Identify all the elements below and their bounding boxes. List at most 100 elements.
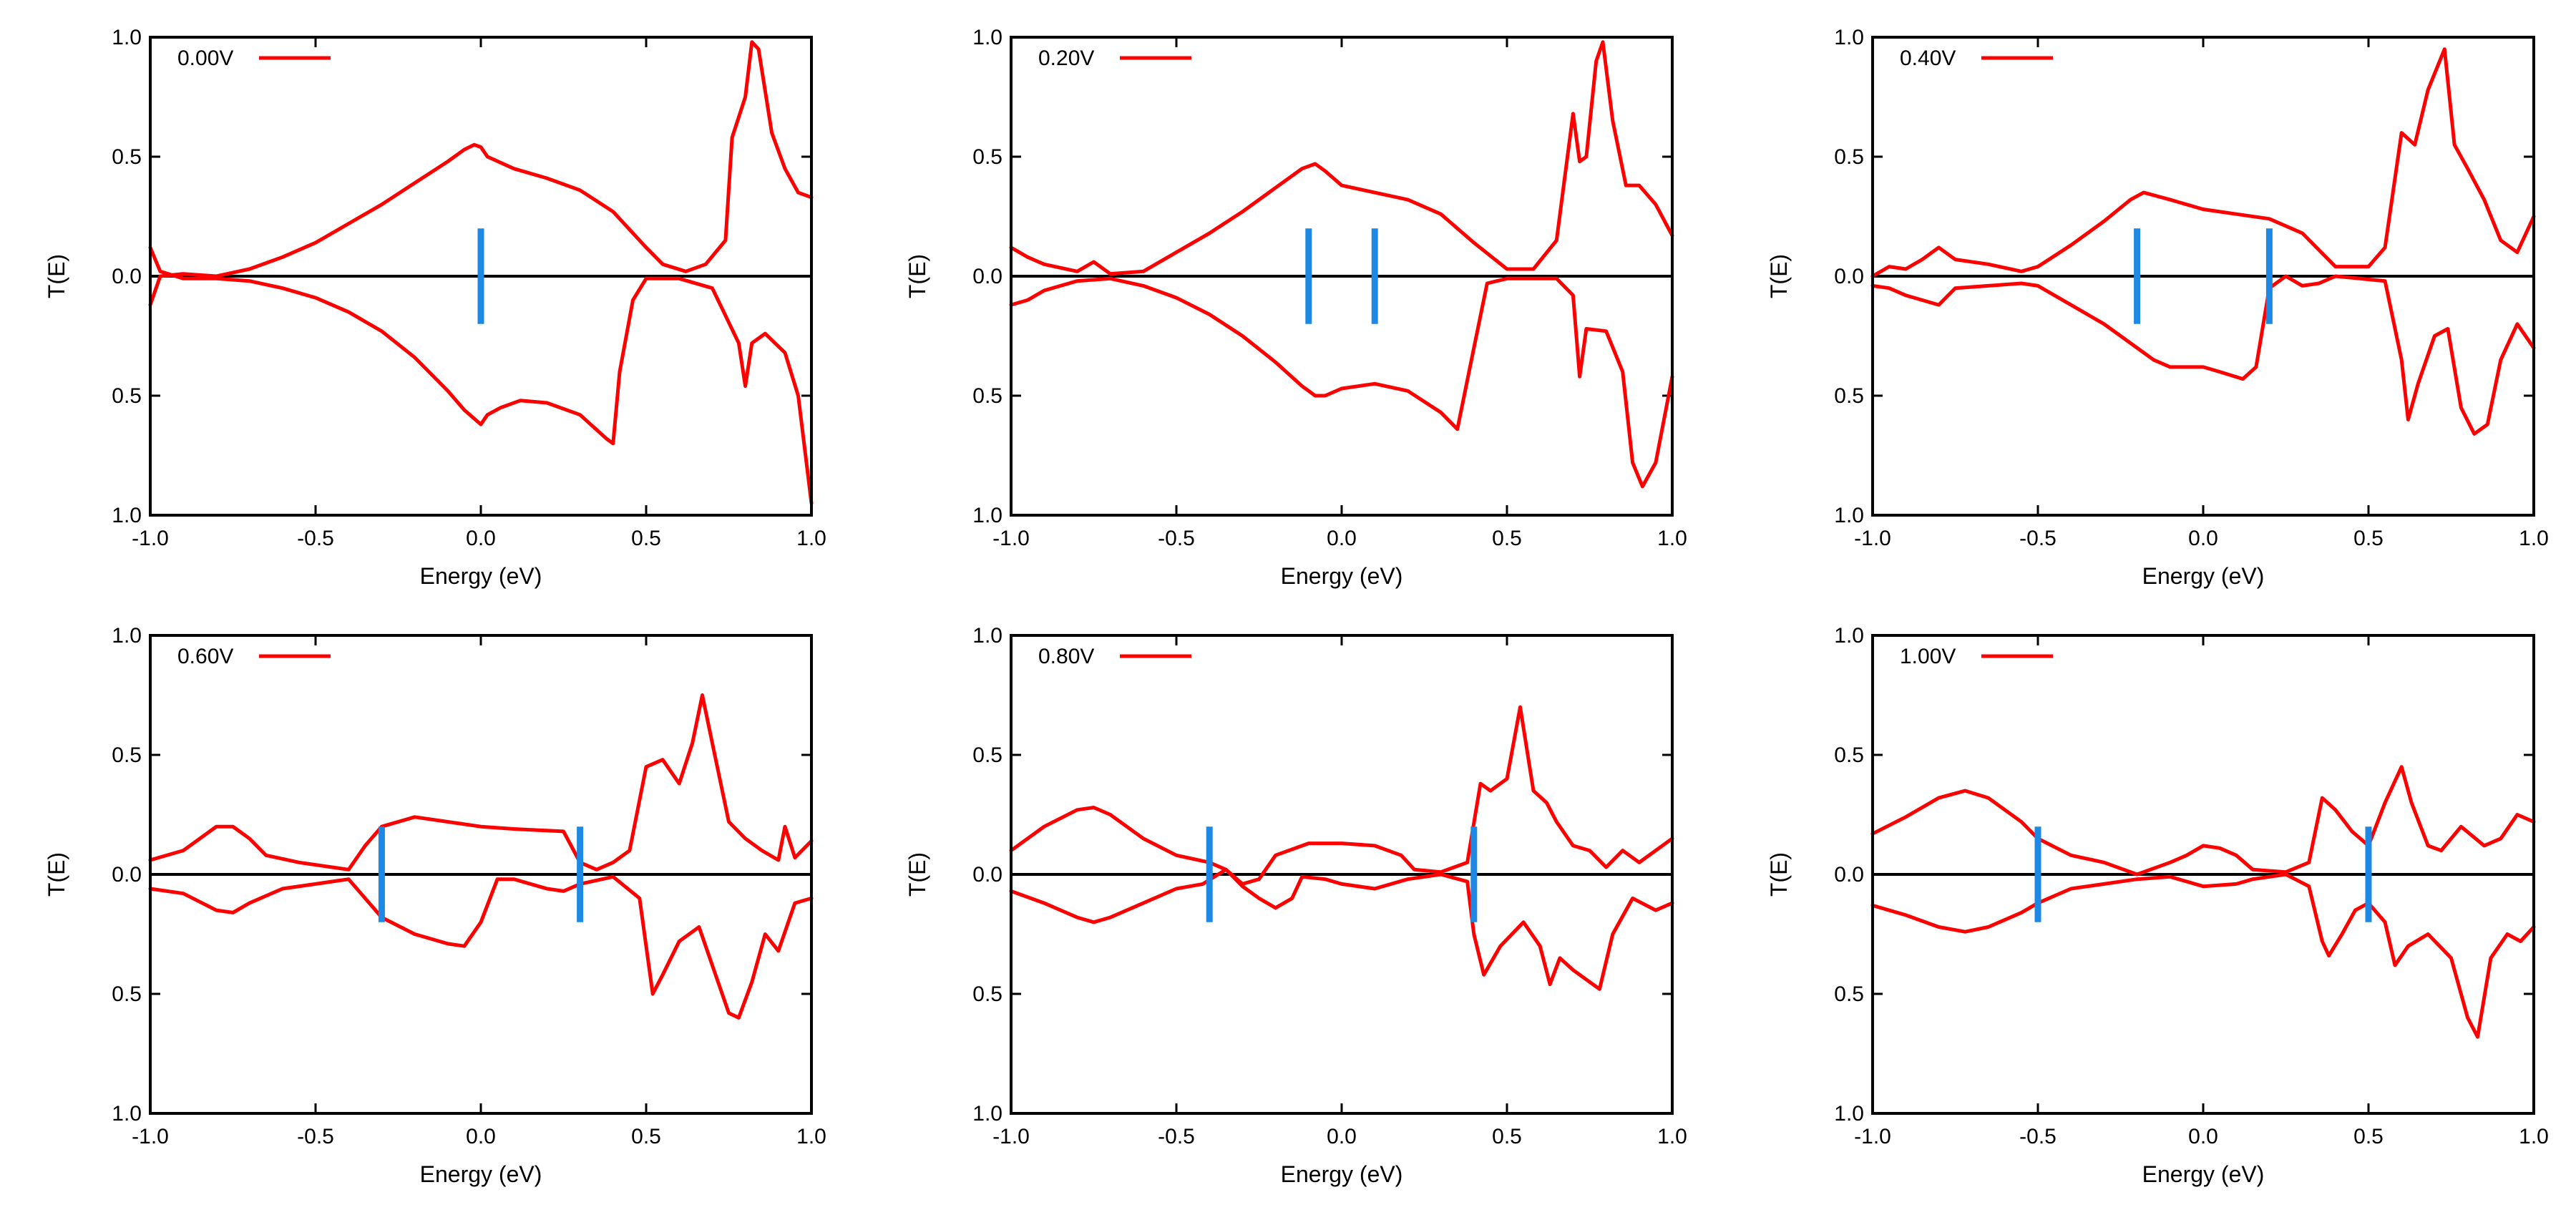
y-tick-label: 1.0 xyxy=(972,1102,1002,1126)
y-tick-label: 0.5 xyxy=(112,982,142,1006)
x-axis-label: Energy (eV) xyxy=(1281,1161,1403,1187)
y-tick-label: 0.5 xyxy=(1834,743,1864,767)
y-axis-label: T(E) xyxy=(1766,254,1792,298)
x-tick-label: -1.0 xyxy=(132,1125,169,1148)
y-tick-label: 0.5 xyxy=(972,384,1002,408)
y-tick-label: 0.5 xyxy=(1834,982,1864,1006)
y-tick-label: 0.0 xyxy=(112,863,142,887)
y-tick-label: 0.5 xyxy=(1834,384,1864,408)
chart-panel-5: -1.0 -0.5 0.0 0.5 1.0 1.0 0.5 0.0 0.5 1.0 0.80V Ene… xyxy=(904,624,1687,1187)
y-tick-label: 1.0 xyxy=(112,26,142,49)
transmission-curve-upper xyxy=(148,693,814,872)
x-tick-label: 1.0 xyxy=(796,1125,826,1148)
y-axis-label: T(E) xyxy=(44,852,69,897)
y-tick-label: 0.5 xyxy=(972,743,1002,767)
x-tick-label: -1.0 xyxy=(1854,527,1891,550)
y-tick-label: 1.0 xyxy=(112,504,142,527)
legend-label: 0.00V xyxy=(177,47,233,70)
x-tick-label: 0.5 xyxy=(631,1125,661,1148)
y-tick-label: 0.0 xyxy=(1834,265,1864,288)
x-tick-label: -0.5 xyxy=(1158,1125,1195,1148)
x-tick-label: 1.0 xyxy=(2519,1125,2549,1148)
chart-panel-2: -1.0 -0.5 0.0 0.5 1.0 1.0 0.5 0.0 0.5 1.0 0.20V Ene… xyxy=(904,26,1687,589)
legend-label: 1.00V xyxy=(1900,645,1956,668)
x-tick-label: 1.0 xyxy=(1657,527,1687,550)
transmission-curve-lower xyxy=(1009,867,1674,991)
legend-label: 0.60V xyxy=(177,645,233,668)
transmission-curve-lower xyxy=(148,874,814,1020)
plot-frame xyxy=(1010,634,1674,1115)
x-tick-label: 1.0 xyxy=(2519,527,2549,550)
y-axis-label: T(E) xyxy=(904,852,930,897)
y-tick-label: 1.0 xyxy=(972,504,1002,527)
x-tick-label: 0.5 xyxy=(2353,1125,2384,1148)
y-tick-label: 0.5 xyxy=(112,145,142,169)
chart-panel-1: -1.0 -0.5 0.0 0.5 1.0 1.0 0.5 0.0 0.5 1.0 0.00V Ene… xyxy=(44,26,826,589)
transmission-curve-upper xyxy=(1870,47,2536,278)
x-tick-label: -0.5 xyxy=(297,527,334,550)
y-tick-label: 0.5 xyxy=(1834,145,1864,169)
y-tick-label: 1.0 xyxy=(972,624,1002,648)
x-tick-label: 0.5 xyxy=(2353,527,2384,550)
x-axis-label: Energy (eV) xyxy=(420,1161,542,1187)
y-tick-label: 0.0 xyxy=(972,265,1002,288)
chart-panel-4: -1.0 -0.5 0.0 0.5 1.0 1.0 0.5 0.0 0.5 1.0 0.60V Ene… xyxy=(44,624,826,1187)
transmission-curve-upper xyxy=(148,40,814,307)
transmission-curve-lower xyxy=(1870,872,2536,1039)
plot-frame xyxy=(149,634,813,1115)
y-tick-label: 0.5 xyxy=(112,743,142,767)
x-axis-label: Energy (eV) xyxy=(2142,1161,2265,1187)
y-tick-label: 0.0 xyxy=(112,265,142,288)
x-tick-label: -1.0 xyxy=(992,1125,1030,1148)
x-axis-label: Energy (eV) xyxy=(2142,563,2265,589)
y-tick-label: 0.0 xyxy=(972,863,1002,887)
y-tick-label: 0.5 xyxy=(112,384,142,408)
y-tick-label: 1.0 xyxy=(1834,26,1864,49)
x-axis-label: Energy (eV) xyxy=(420,563,542,589)
x-tick-label: 0.0 xyxy=(1327,1125,1357,1148)
plot-frame xyxy=(149,36,813,517)
x-tick-label: 0.5 xyxy=(1492,1125,1522,1148)
x-tick-label: -1.0 xyxy=(992,527,1030,550)
chart-panel-3: -1.0 -0.5 0.0 0.5 1.0 1.0 0.5 0.0 0.5 1.0 0.40V Ene… xyxy=(1766,26,2549,589)
y-axis-label: T(E) xyxy=(1766,852,1792,897)
chart-panel-6: -1.0 -0.5 0.0 0.5 1.0 1.0 0.5 0.0 0.5 1.0 1.00V Ene… xyxy=(1766,624,2549,1187)
plot-frame xyxy=(1871,634,2535,1115)
transmission-curve-upper xyxy=(1870,765,2536,877)
y-tick-label: 0.5 xyxy=(972,145,1002,169)
plot-frame xyxy=(1871,36,2535,517)
x-tick-label: -0.5 xyxy=(297,1125,334,1148)
y-tick-label: 1.0 xyxy=(112,624,142,648)
x-tick-label: 0.0 xyxy=(2188,1125,2218,1148)
y-axis-label: T(E) xyxy=(44,254,69,298)
x-tick-label: -0.5 xyxy=(2019,1125,2057,1148)
x-tick-label: 0.5 xyxy=(1492,527,1522,550)
x-tick-label: 0.0 xyxy=(466,1125,496,1148)
x-tick-label: 1.0 xyxy=(796,527,826,550)
transmission-curve-upper xyxy=(1009,705,1674,886)
transmission-curve-lower xyxy=(1870,274,2536,436)
y-tick-label: 0.5 xyxy=(972,982,1002,1006)
transmission-curve-lower xyxy=(1009,276,1674,489)
y-tick-label: 1.0 xyxy=(1834,624,1864,648)
x-tick-label: -1.0 xyxy=(132,527,169,550)
transmission-curve-lower xyxy=(148,245,814,505)
x-tick-label: 0.5 xyxy=(631,527,661,550)
plot-frame xyxy=(1010,36,1674,517)
x-tick-label: 1.0 xyxy=(1657,1125,1687,1148)
y-tick-label: 1.0 xyxy=(972,26,1002,49)
x-axis-label: Energy (eV) xyxy=(1281,563,1403,589)
x-tick-label: 0.0 xyxy=(1327,527,1357,550)
legend-label: 0.40V xyxy=(1900,47,1956,70)
legend-label: 0.20V xyxy=(1038,47,1094,70)
transmission-curve-upper xyxy=(1009,40,1674,276)
y-tick-label: 1.0 xyxy=(112,1102,142,1126)
x-tick-label: 0.0 xyxy=(2188,527,2218,550)
x-tick-label: 0.0 xyxy=(466,527,496,550)
y-tick-label: 1.0 xyxy=(1834,504,1864,527)
x-tick-label: -0.5 xyxy=(2019,527,2057,550)
y-tick-label: 1.0 xyxy=(1834,1102,1864,1126)
y-axis-label: T(E) xyxy=(904,254,930,298)
x-tick-label: -0.5 xyxy=(1158,527,1195,550)
